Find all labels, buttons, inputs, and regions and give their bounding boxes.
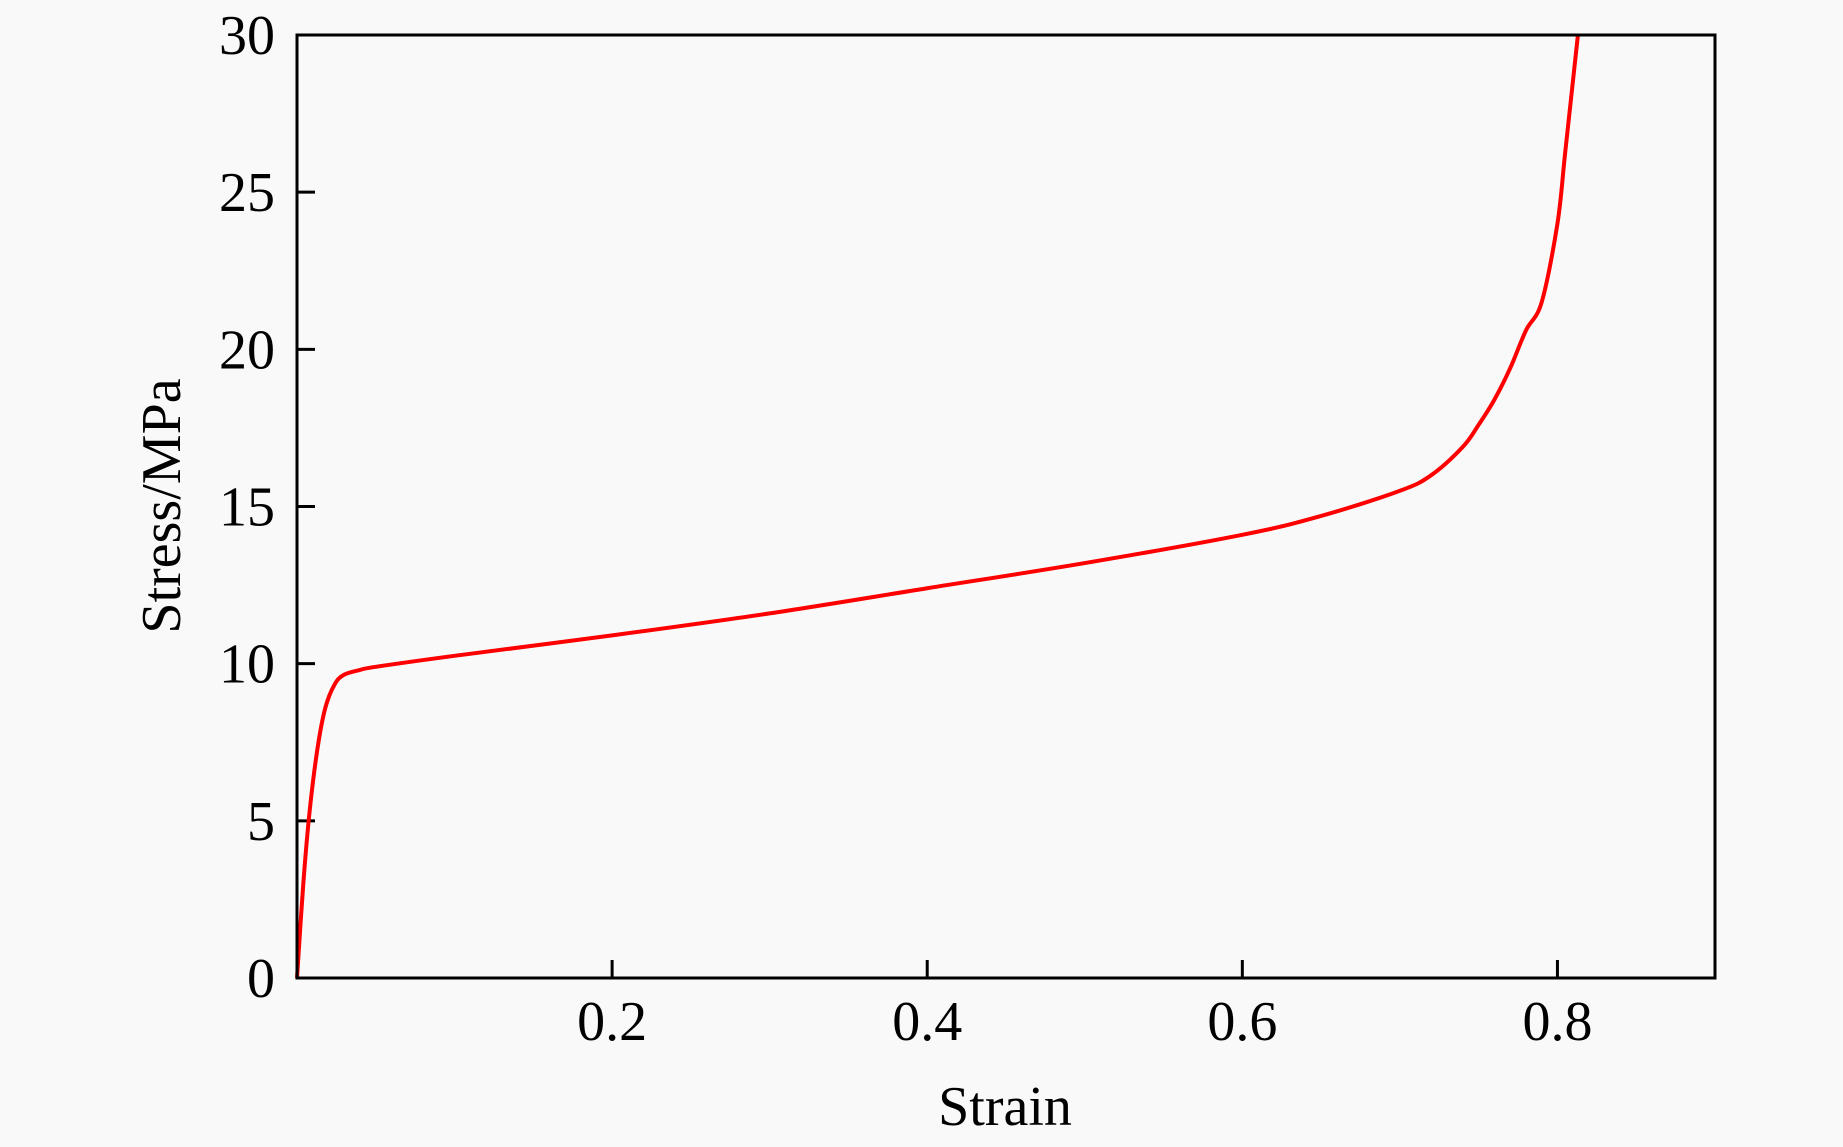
plot-frame <box>295 33 1717 980</box>
series-line <box>295 34 1580 979</box>
axis-ticks <box>297 33 1559 980</box>
y-tick-label: 20 <box>219 319 275 381</box>
y-axis-label: Stress/MPa <box>131 378 193 633</box>
y-tick-label: 0 <box>247 948 275 1010</box>
y-tick-label: 30 <box>219 5 275 67</box>
x-tick-label: 0.6 <box>1207 991 1277 1053</box>
x-tick-label: 0.4 <box>892 991 962 1053</box>
y-tick-label: 10 <box>219 634 275 696</box>
y-tick-labels: 0 5 10 15 20 25 30 <box>219 5 275 1010</box>
x-tick-labels: 0.2 0.4 0.6 0.8 <box>577 991 1592 1053</box>
y-tick-label: 5 <box>247 791 275 853</box>
y-tick-label: 25 <box>219 162 275 224</box>
x-tick-label: 0.2 <box>577 991 647 1053</box>
x-axis-label: Strain <box>938 1076 1072 1138</box>
x-tick-label: 0.8 <box>1522 991 1592 1053</box>
y-tick-label: 15 <box>219 477 275 539</box>
